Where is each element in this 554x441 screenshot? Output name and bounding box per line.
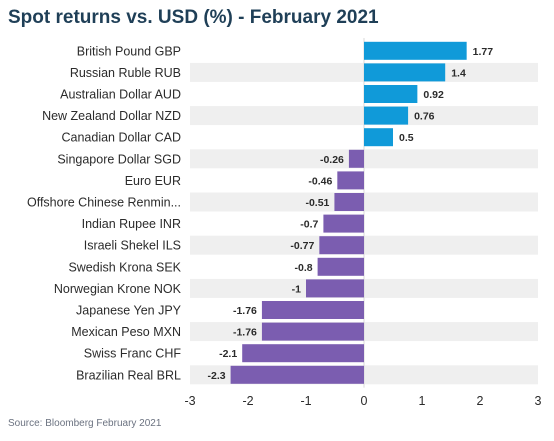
value-label: -0.8 — [295, 262, 313, 274]
bar — [337, 171, 364, 190]
bar — [317, 257, 364, 276]
category-label: Singapore Dollar SGD — [57, 152, 181, 166]
value-label: -1 — [292, 283, 301, 295]
bars — [230, 41, 467, 384]
value-label: -1.76 — [233, 305, 257, 317]
category-label: New Zealand Dollar NZD — [42, 109, 181, 123]
bar — [364, 41, 467, 60]
value-labels: 1.77 1.4 0.92 0.760.5 -0.26 -0.46 -0.51 -0.7 -0.… — [208, 46, 494, 382]
bar — [364, 128, 393, 147]
bar — [348, 149, 364, 168]
x-tick-label: -1 — [300, 394, 311, 408]
x-tick-label: 1 — [419, 394, 426, 408]
value-label: 1.4 — [451, 67, 466, 79]
value-label: -0.7 — [300, 219, 318, 231]
bar — [323, 214, 364, 233]
category-label: Australian Dollar AUD — [60, 88, 181, 102]
x-tick-label: 0 — [361, 394, 368, 408]
x-tick-label: -2 — [242, 394, 253, 408]
bar — [364, 85, 418, 103]
value-label: 1.77 — [473, 46, 494, 58]
x-tick-label: -3 — [184, 394, 195, 408]
category-label: Mexican Peso MXN — [71, 325, 181, 339]
bar — [364, 63, 446, 82]
value-label: -0.77 — [290, 240, 314, 252]
category-label: Canadian Dollar CAD — [61, 131, 181, 145]
value-label: -0.46 — [308, 175, 332, 187]
category-label: Euro EUR — [125, 174, 181, 188]
category-label: Offshore Chinese Renmin... — [27, 196, 181, 210]
category-label: Indian Rupee INR — [82, 217, 181, 231]
category-label: Swedish Krona SEK — [68, 260, 181, 274]
bar — [261, 301, 364, 319]
value-label: 0.92 — [423, 89, 444, 101]
category-labels: British Pound GBP Russian Ruble RUB Austra… — [27, 44, 182, 382]
value-label: -1.76 — [233, 327, 257, 339]
category-label: Israeli Shekel ILS — [84, 239, 181, 253]
source-note: Source: Bloomberg February 2021 — [8, 418, 162, 429]
x-tick-label: 3 — [535, 394, 542, 408]
value-label: 0.76 — [414, 111, 435, 123]
category-label: Norwegian Krone NOK — [54, 282, 182, 296]
bar — [261, 322, 364, 341]
chart-title: Spot returns vs. USD (%) - February 2021 — [8, 7, 379, 28]
bar — [364, 106, 409, 125]
category-label: Japanese Yen JPY — [76, 304, 182, 318]
bar — [306, 279, 364, 298]
category-label: Russian Ruble RUB — [70, 66, 181, 80]
category-label: Brazilian Real BRL — [76, 368, 181, 382]
bar — [319, 236, 364, 255]
category-label: Swiss Franc CHF — [84, 347, 182, 361]
value-label: -2.1 — [219, 348, 237, 360]
value-label: -0.51 — [305, 197, 329, 209]
bar — [230, 365, 364, 384]
value-label: -0.26 — [320, 154, 344, 166]
value-label: 0.5 — [399, 132, 414, 144]
bar — [242, 344, 364, 363]
value-label: -2.3 — [208, 370, 226, 382]
category-label: British Pound GBP — [77, 44, 181, 58]
x-axis-ticks: -3 -2 -1 0 1 2 3 — [184, 394, 541, 408]
bar — [334, 193, 364, 211]
x-tick-label: 2 — [477, 394, 484, 408]
